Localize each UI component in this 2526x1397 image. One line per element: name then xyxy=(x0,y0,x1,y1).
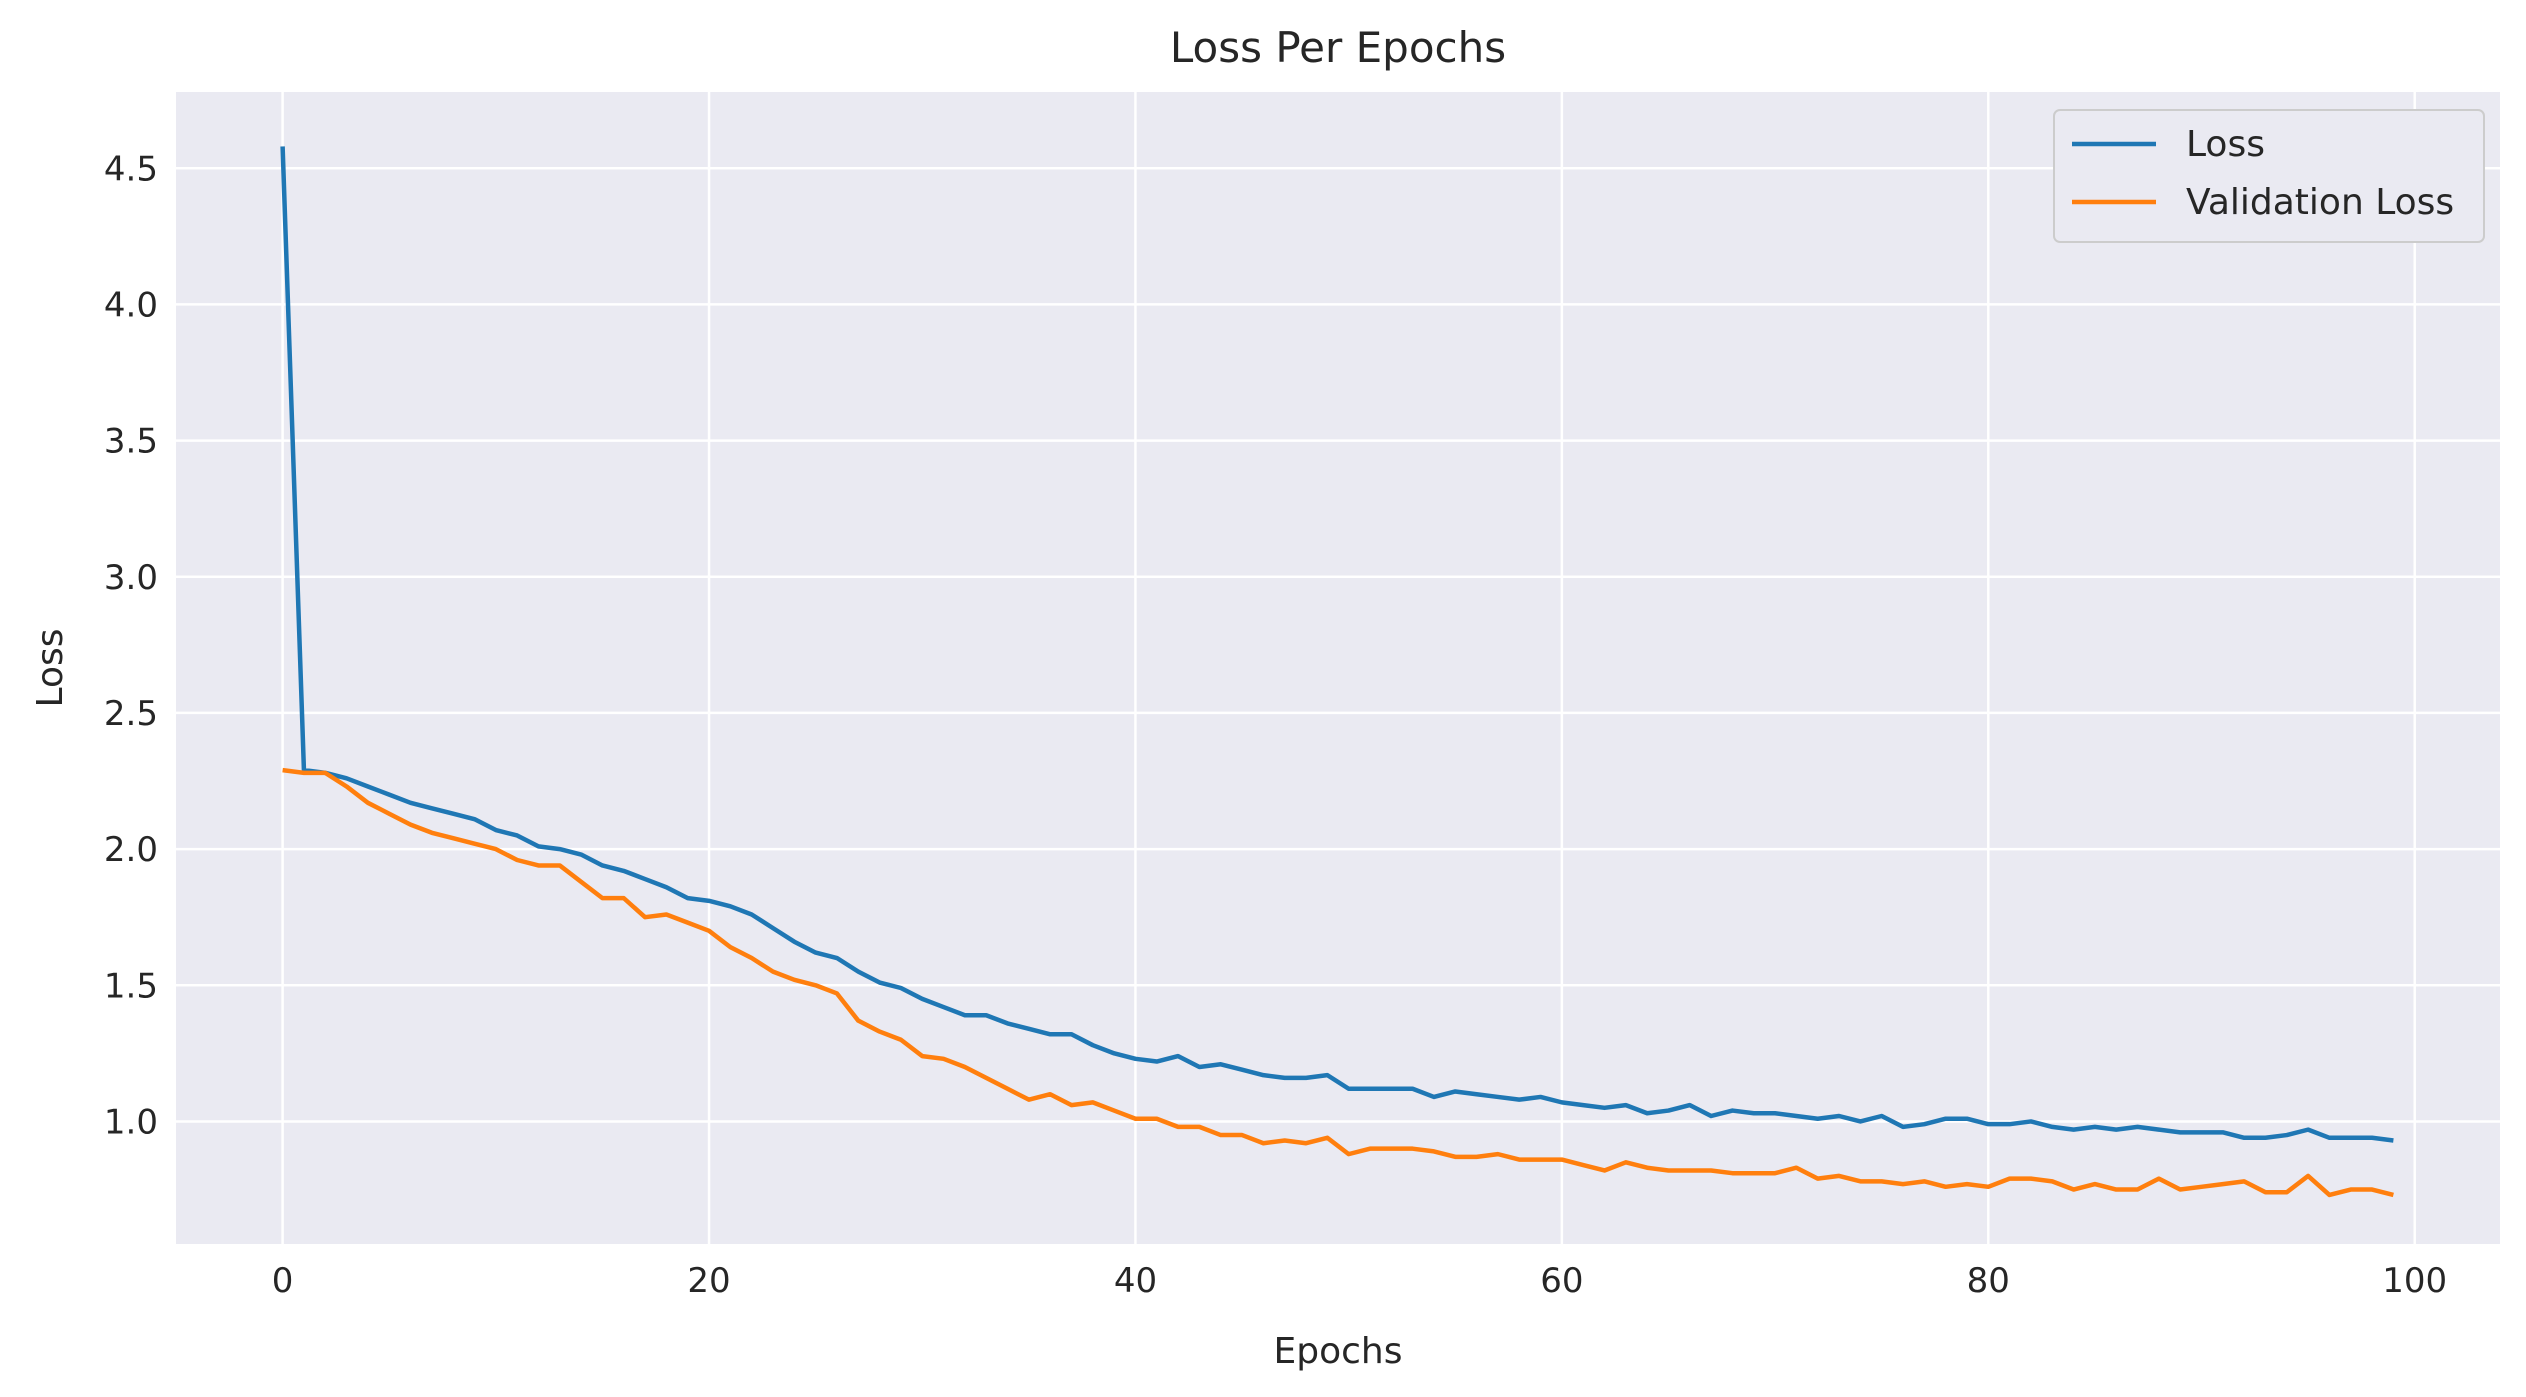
x-tick-label: 40 xyxy=(1114,1261,1157,1301)
y-tick-label: 1.0 xyxy=(104,1102,158,1142)
x-axis-label: Epochs xyxy=(1274,1331,1403,1372)
y-tick-label: 4.0 xyxy=(104,285,158,325)
y-tick-label: 3.5 xyxy=(104,422,158,462)
chart-title: Loss Per Epochs xyxy=(1170,23,1506,72)
y-tick-label: 4.5 xyxy=(104,149,158,189)
tick-labels: 0 20 40 60 80 100 1.0 1.5 2.0 2.5 3.0 3.5 4.0 4.5 xyxy=(104,149,2447,1301)
plot-area xyxy=(176,92,2500,1244)
legend: Loss Validation Loss xyxy=(2053,109,2485,243)
y-tick-label: 1.5 xyxy=(104,966,158,1006)
y-tick-label: 2.5 xyxy=(104,694,158,734)
series-line-loss xyxy=(280,146,2394,1143)
legend-box xyxy=(2053,109,2485,243)
y-tick-label: 2.0 xyxy=(104,830,158,870)
x-tick-label: 0 xyxy=(272,1261,294,1301)
x-tick-label: 80 xyxy=(1967,1261,2010,1301)
y-axis-label: Loss xyxy=(30,629,71,708)
legend-label-validation-loss: Validation Loss xyxy=(2186,182,2454,223)
x-tick-label: 100 xyxy=(2382,1261,2447,1301)
legend-label-loss: Loss xyxy=(2186,124,2265,165)
series-line-validation-loss xyxy=(282,767,2394,1198)
x-tick-label: 20 xyxy=(687,1261,730,1301)
series-lines xyxy=(280,146,2394,1198)
x-tick-label: 60 xyxy=(1540,1261,1583,1301)
y-tick-label: 3.0 xyxy=(104,558,158,598)
